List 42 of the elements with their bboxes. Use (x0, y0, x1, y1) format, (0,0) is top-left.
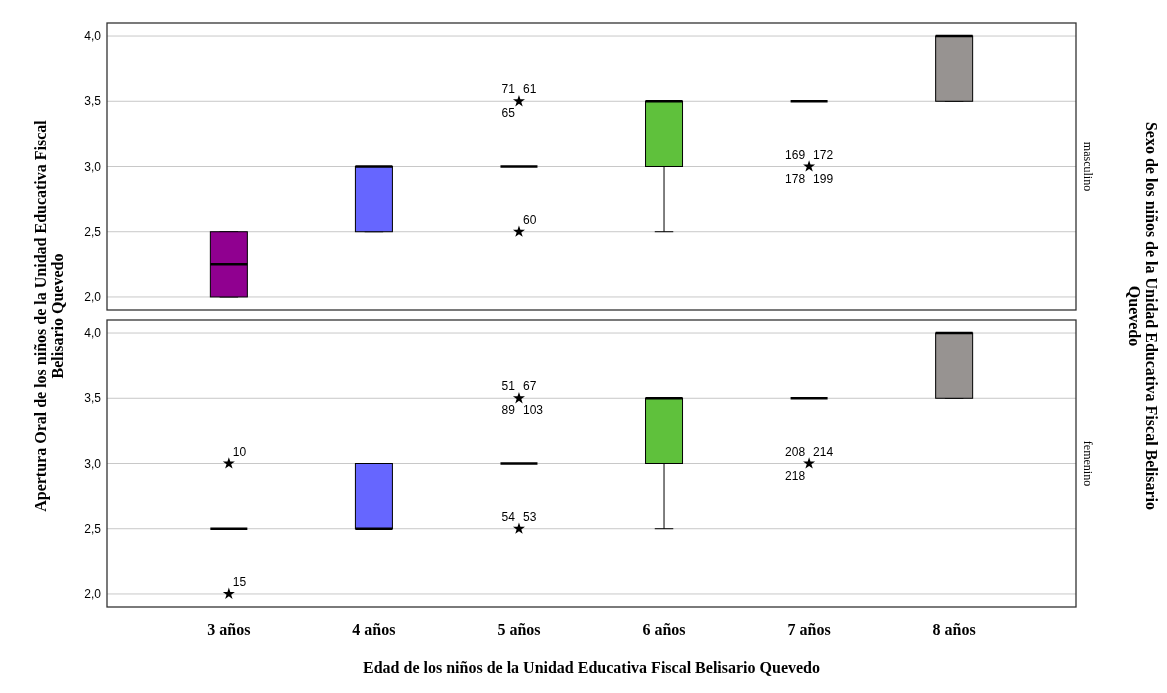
x-tick-label: 7 años (787, 621, 831, 638)
annotation: 71 (501, 82, 516, 97)
x-tick-label: 8 años (932, 621, 976, 638)
annotation: 103 (522, 403, 544, 418)
annotation: 172 (813, 147, 834, 162)
y-tick-label: 3,0 (84, 159, 102, 174)
annotation: 208 (785, 444, 806, 459)
annotation: 178 (785, 171, 806, 186)
x-tick-label: 4 años (352, 621, 396, 638)
y-axis-title: Apertura Oral de los niños de la Unidad Educativa Fiscal Belisario Quevedo (32, 119, 66, 512)
x-axis-title: Edad de los niños de la Unidad Educativa Fiscal Belisario Quevedo (363, 659, 820, 676)
y-tick-label: 2,0 (84, 587, 102, 602)
annotation: 169 (785, 147, 806, 162)
annotation: 10 (232, 444, 247, 459)
annotation: 67 (522, 379, 537, 394)
point (512, 391, 525, 404)
x-tick-label: 6 años (642, 621, 686, 638)
y-tick-label: 3,0 (84, 456, 102, 471)
text: Sexo de los niños de la Unidad Educativa Fiscal Belisario Quevedo (1126, 121, 1160, 511)
annotation: 54 (501, 509, 516, 524)
annotation: 60 (522, 212, 537, 227)
y-tick-label: 3,5 (84, 391, 102, 406)
annotation: 61 (522, 82, 537, 97)
annotation: 214 (813, 444, 834, 459)
annotation: 218 (785, 468, 806, 483)
annotation: 65 (501, 106, 516, 121)
text: masculino (1081, 141, 1095, 192)
annotation: 51 (501, 379, 516, 394)
text: femenino (1081, 440, 1095, 487)
annotation: 89 (501, 403, 516, 418)
y-tick-label: 2,5 (84, 521, 102, 536)
y-tick-label: 2,5 (84, 224, 102, 239)
annotation: 199 (813, 171, 834, 186)
y-tick-label: 2,0 (84, 290, 102, 305)
x-tick-label: 3 años (207, 621, 251, 638)
y-tick-label: 3,5 (84, 94, 102, 109)
x-tick-label: 5 años (497, 621, 541, 638)
annotation: 53 (522, 509, 537, 524)
y-tick-label: 4,0 (84, 326, 102, 341)
point (222, 457, 235, 469)
y-tick-label: 4,0 (84, 29, 102, 44)
annotation: 15 (232, 574, 247, 589)
